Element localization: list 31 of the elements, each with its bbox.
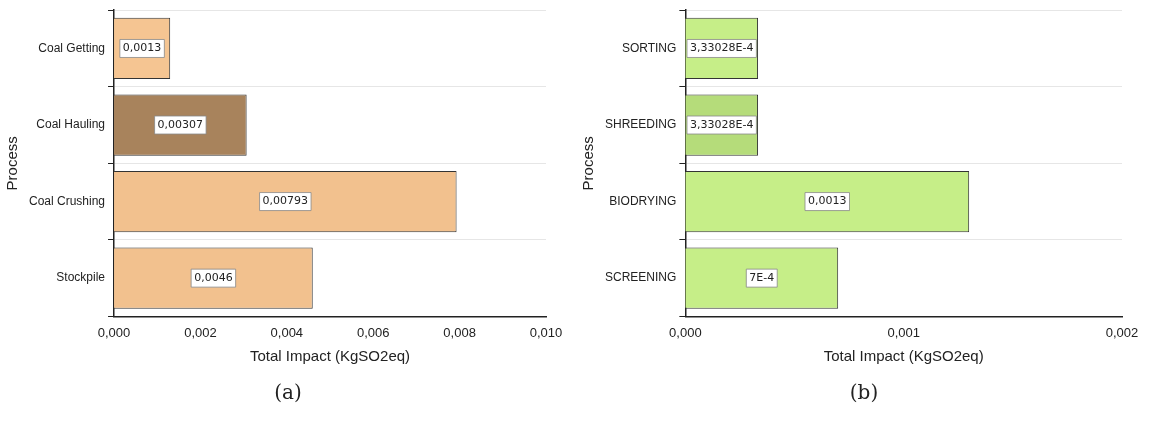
text: (b) <box>848 380 880 404</box>
data-label: 0,00307 <box>157 117 204 131</box>
x-tick-label: 0,010 <box>529 324 563 340</box>
x-tick-label: 0,004 <box>270 324 304 340</box>
x-tick-label: 0,001 <box>887 324 920 340</box>
data-label: 0,0046 <box>194 270 233 284</box>
y-axis-title: Process <box>579 136 597 191</box>
data-label: 0,0013 <box>122 41 162 55</box>
y-tick-label: Coal Hauling <box>36 117 106 132</box>
y-tick-label: SCREENING <box>605 270 677 285</box>
text: (a) <box>273 380 303 404</box>
data-label: 7E-4 <box>749 270 775 284</box>
data-label: 0,0013 <box>808 194 847 208</box>
y-tick-label: Coal Crushing <box>28 193 106 208</box>
data-label: 3,33028E-4 <box>690 41 754 55</box>
x-tick-label: 0,002 <box>1105 324 1139 340</box>
x-tick-label: 0,002 <box>184 324 217 340</box>
y-tick-label: BIODRYING <box>609 193 677 208</box>
y-tick-label: Stockpile <box>56 270 106 285</box>
x-axis-title: Total Impact (KgSO2eq) <box>249 347 411 365</box>
data-label: 3,33028E-4 <box>690 117 754 131</box>
x-tick-label: 0,000 <box>669 324 702 340</box>
y-tick-label: Coal Getting <box>38 40 106 55</box>
y-tick-label: SHREEDING <box>605 117 677 132</box>
x-tick-label: 0,006 <box>356 324 390 340</box>
data-label: 0,00793 <box>262 194 309 208</box>
x-tick-label: 0,008 <box>443 324 476 340</box>
x-axis-title: Total Impact (KgSO2eq) <box>823 347 984 365</box>
y-axis-title: Process <box>3 136 21 191</box>
y-tick-label: SORTING <box>621 40 677 55</box>
x-tick-label: 0,000 <box>97 324 131 340</box>
